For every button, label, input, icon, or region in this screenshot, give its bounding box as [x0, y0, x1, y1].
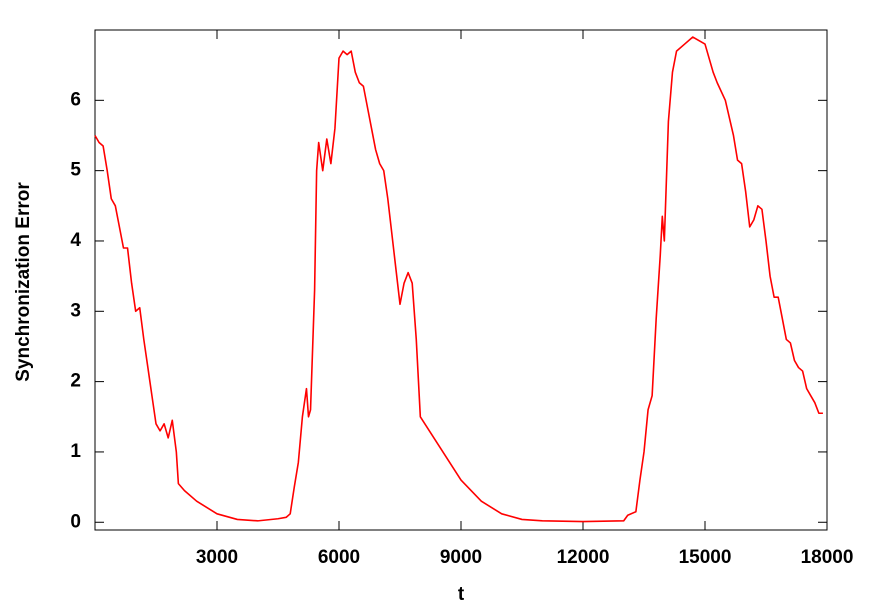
y-tick-label: 6 [70, 89, 81, 110]
x-axis-label: t [458, 584, 465, 605]
plot-frame [94, 29, 828, 531]
y-axis-label: Synchronization Error [13, 182, 34, 382]
y-tick-label: 2 [70, 371, 81, 392]
y-tick-label: 4 [70, 230, 81, 251]
y-tick-label: 3 [70, 300, 81, 321]
y-tick-label: 1 [70, 441, 81, 462]
x-tick-label: 18000 [801, 547, 854, 568]
data-line [94, 36, 823, 523]
x-tick-label: 3000 [196, 547, 238, 568]
x-tick-label: 15000 [679, 547, 732, 568]
x-tick-label: 6000 [318, 547, 360, 568]
x-tick-label: 12000 [557, 547, 610, 568]
x-tick-label: 9000 [440, 547, 482, 568]
y-tick-label: 0 [70, 511, 81, 532]
y-tick-label: 5 [70, 160, 81, 181]
